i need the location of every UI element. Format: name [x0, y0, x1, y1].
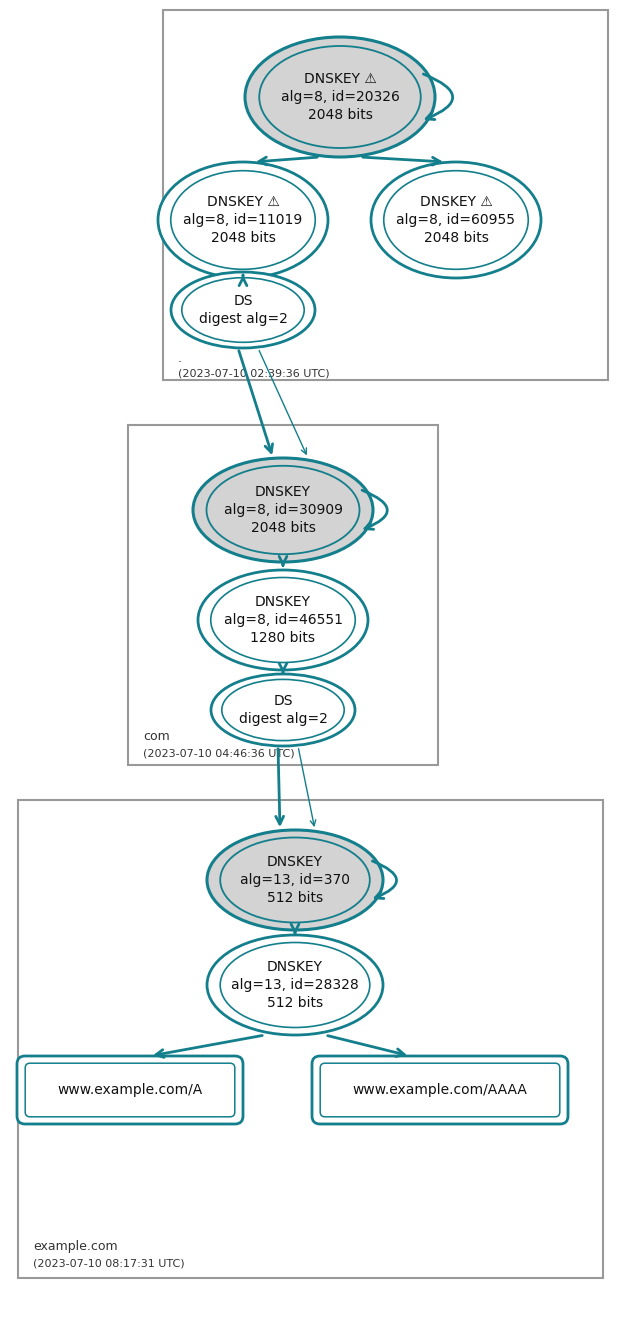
Ellipse shape: [158, 161, 328, 278]
Text: example.com: example.com: [33, 1240, 118, 1253]
Text: DS
digest alg=2: DS digest alg=2: [239, 693, 328, 726]
Text: DNSKEY ⚠️
alg=8, id=11019
2048 bits: DNSKEY ⚠️ alg=8, id=11019 2048 bits: [183, 194, 303, 245]
FancyBboxPatch shape: [17, 1056, 243, 1125]
Text: www.example.com/AAAA: www.example.com/AAAA: [353, 1084, 528, 1097]
Text: .: .: [178, 352, 182, 365]
Text: (2023-07-10 08:17:31 UTC): (2023-07-10 08:17:31 UTC): [33, 1258, 184, 1267]
Ellipse shape: [211, 673, 355, 746]
Bar: [128, 425, 438, 765]
Ellipse shape: [171, 273, 315, 348]
Text: DNSKEY
alg=8, id=46551
1280 bits: DNSKEY alg=8, id=46551 1280 bits: [224, 594, 343, 646]
Text: DNSKEY
alg=8, id=30909
2048 bits: DNSKEY alg=8, id=30909 2048 bits: [224, 484, 343, 536]
Text: DNSKEY
alg=13, id=28328
512 bits: DNSKEY alg=13, id=28328 512 bits: [231, 959, 359, 1011]
FancyBboxPatch shape: [312, 1056, 568, 1125]
Text: com: com: [143, 730, 169, 744]
Bar: [163, 11, 608, 380]
Ellipse shape: [245, 37, 435, 157]
Ellipse shape: [193, 458, 373, 562]
Bar: [18, 800, 603, 1278]
Text: (2023-07-10 02:39:36 UTC): (2023-07-10 02:39:36 UTC): [178, 368, 330, 378]
Text: DNSKEY ⚠️
alg=8, id=20326
2048 bits: DNSKEY ⚠️ alg=8, id=20326 2048 bits: [280, 71, 399, 123]
Ellipse shape: [207, 935, 383, 1035]
Text: (2023-07-10 04:46:36 UTC): (2023-07-10 04:46:36 UTC): [143, 747, 295, 758]
Text: DNSKEY
alg=13, id=370
512 bits: DNSKEY alg=13, id=370 512 bits: [240, 855, 350, 905]
Ellipse shape: [371, 161, 541, 278]
Ellipse shape: [207, 830, 383, 930]
Text: DS
digest alg=2: DS digest alg=2: [199, 294, 287, 327]
Ellipse shape: [198, 570, 368, 669]
Text: www.example.com/A: www.example.com/A: [57, 1084, 202, 1097]
Text: DNSKEY ⚠️
alg=8, id=60955
2048 bits: DNSKEY ⚠️ alg=8, id=60955 2048 bits: [396, 194, 515, 245]
